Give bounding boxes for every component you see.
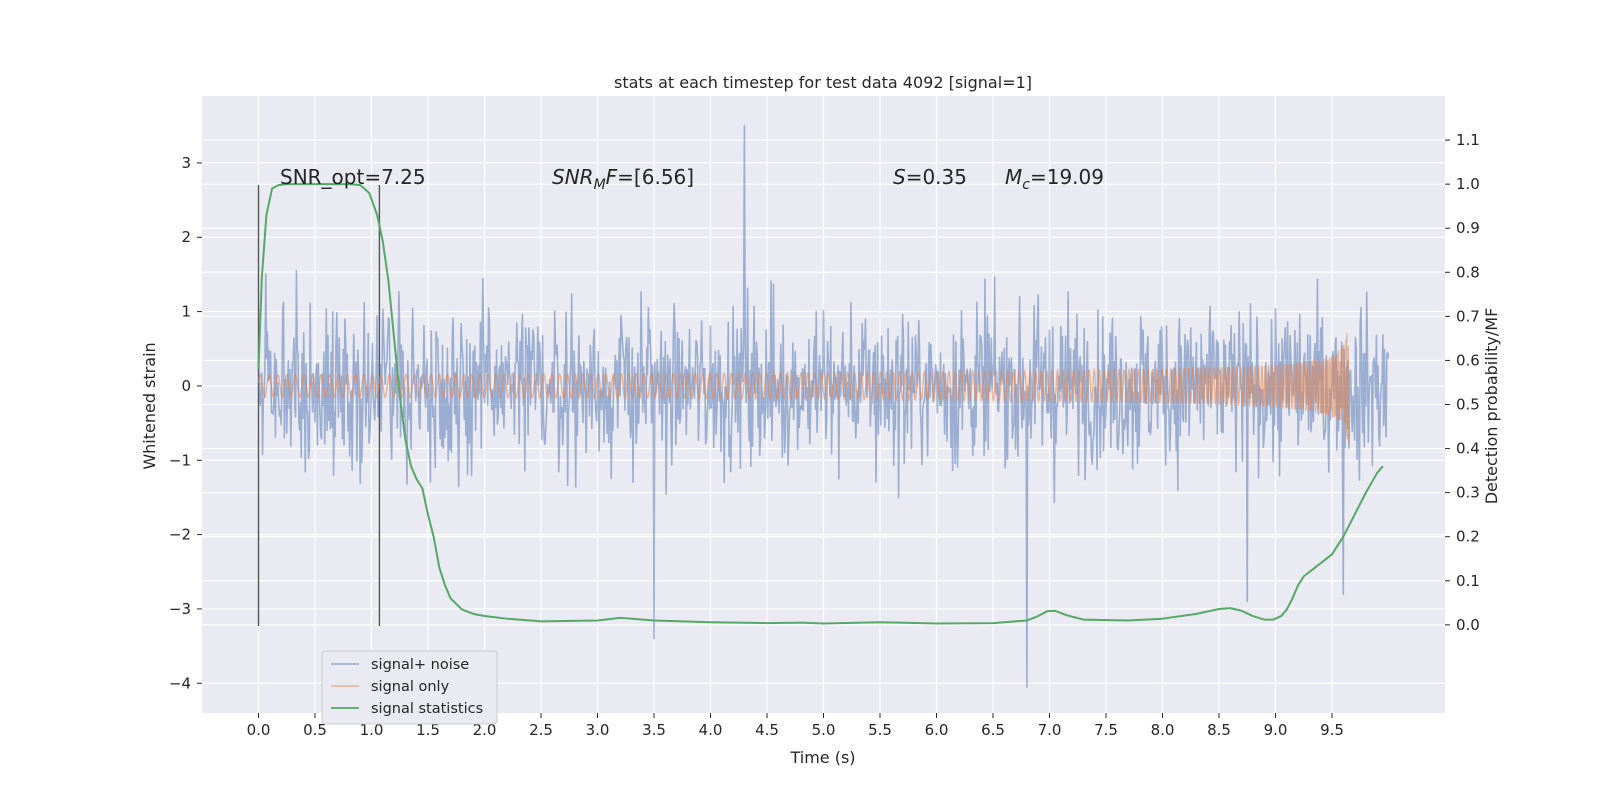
series-signal-statistics xyxy=(257,183,1384,625)
y-tick-label-left: 1 xyxy=(181,303,191,321)
y-tick-label-left: −1 xyxy=(169,451,191,469)
x-tick-label: 7.5 xyxy=(1094,721,1118,739)
y-tick-label-right: 0.2 xyxy=(1456,528,1480,546)
annotation-mc-value: =19.09 xyxy=(1030,165,1104,189)
y-tick-label-right: 0.5 xyxy=(1456,396,1480,414)
y-tick-label-right: 0.8 xyxy=(1456,263,1480,281)
legend: signal+ noise signal only signal statist… xyxy=(321,650,498,725)
y-tick-label-right: 1.0 xyxy=(1456,175,1480,193)
legend-box xyxy=(321,650,498,725)
x-tick-label: 0.5 xyxy=(303,721,327,739)
x-tick-label: 2.5 xyxy=(529,721,553,739)
y-tick-label-left: 3 xyxy=(181,154,191,172)
x-tick-label: 1.0 xyxy=(360,721,384,739)
legend-label-signal-only: signal only xyxy=(371,679,450,695)
x-tick-label: 0.0 xyxy=(247,721,271,739)
x-tick-label: 4.5 xyxy=(755,721,779,739)
x-tick-label: 5.0 xyxy=(812,721,836,739)
x-tick-label: 2.0 xyxy=(473,721,497,739)
y-axis-label-left: Whitened strain xyxy=(140,342,159,469)
x-tick-label: 3.5 xyxy=(642,721,666,739)
x-tick-label: 8.5 xyxy=(1207,721,1231,739)
y-tick-label-left: 0 xyxy=(181,377,191,395)
y-tick-label-right: 0.9 xyxy=(1456,219,1480,237)
y-tick-label-left: −4 xyxy=(169,674,191,692)
y-tick-label-right: 0.4 xyxy=(1456,440,1480,458)
annotation-snr-mf-value: =[6.56] xyxy=(617,165,694,189)
x-tick-label: 7.0 xyxy=(1038,721,1062,739)
x-tick-label: 4.0 xyxy=(699,721,723,739)
x-tick-label: 5.5 xyxy=(868,721,892,739)
series-signal-only xyxy=(257,332,1350,444)
x-tick-label: 3.0 xyxy=(586,721,610,739)
annotation-mc: Mc=19.09 xyxy=(1005,165,1104,193)
y-tick-label-right: 0.6 xyxy=(1456,351,1480,369)
x-tick-label: 9.5 xyxy=(1320,721,1344,739)
annotation-snr-opt: SNR_opt=7.25 xyxy=(280,165,426,189)
legend-label-signal-noise: signal+ noise xyxy=(371,657,469,673)
chart-title: stats at each timestep for test data 409… xyxy=(614,73,1032,92)
x-tick-label: 8.0 xyxy=(1151,721,1175,739)
x-tick-label: 9.0 xyxy=(1264,721,1288,739)
series-signal-noise xyxy=(257,124,1390,688)
y-tick-label-right: 0.7 xyxy=(1456,307,1480,325)
x-tick-label: 1.5 xyxy=(416,721,440,739)
y-tick-label-left: −3 xyxy=(169,600,191,618)
line-signal-statistics xyxy=(257,183,1384,625)
line-signal-noise xyxy=(257,124,1390,688)
y-tick-label-right: 0.1 xyxy=(1456,572,1480,590)
tick-labels: 0.0 0.5 1.0 1.5 2.0 2.5 3.0 3.5 4.0 4.5 5.0 5.5 6.0 6… xyxy=(169,131,1480,739)
x-tick-label: 6.5 xyxy=(981,721,1005,739)
annotation-snr-mf: SNRMF=[6.56] xyxy=(552,165,694,193)
y-tick-label-left: 2 xyxy=(181,228,191,246)
line-signal-only xyxy=(257,332,1350,444)
x-tick-label: 6.0 xyxy=(925,721,949,739)
y-tick-label-right: 1.1 xyxy=(1456,131,1480,149)
y-tick-label-right: 0.0 xyxy=(1456,616,1480,634)
x-axis-label: Time (s) xyxy=(789,748,855,767)
y-tick-label-right: 0.3 xyxy=(1456,484,1480,502)
legend-label-signal-statistics: signal statistics xyxy=(371,701,483,717)
y-axis-label-right: Detection probability/MF xyxy=(1482,308,1501,505)
y-tick-label-left: −2 xyxy=(169,526,191,544)
annotation-s: S=0.35 xyxy=(893,165,967,189)
annotation-s-value: =0.35 xyxy=(906,165,967,189)
